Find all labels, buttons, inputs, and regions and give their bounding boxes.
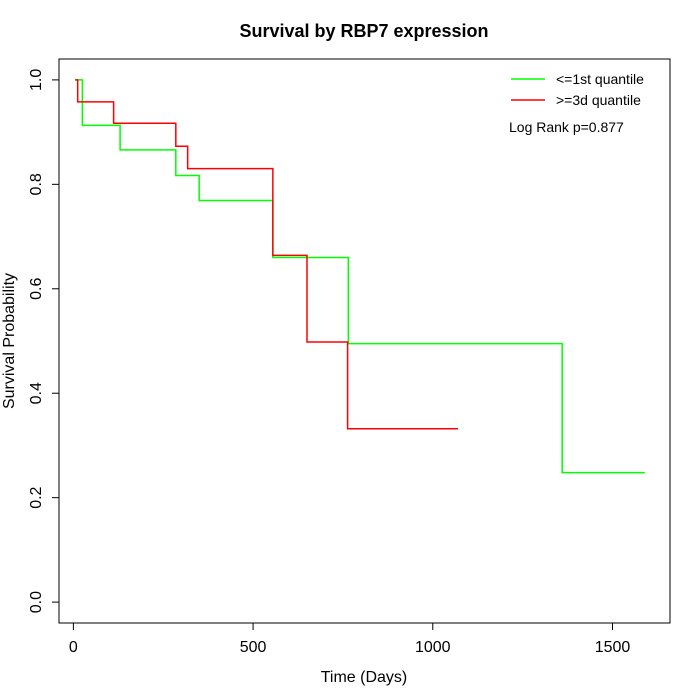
x-axis: 0 500 1000 1500	[69, 622, 631, 656]
y-axis: 0.0 0.2 0.4 0.6 0.8 1.0	[28, 69, 60, 613]
plot-frame	[58, 58, 671, 624]
x-tick-label: 1000	[415, 639, 451, 656]
legend: <=1st quantile >=3d quantile	[511, 71, 644, 108]
series-line-1	[75, 79, 645, 474]
x-tick-label: 500	[240, 639, 267, 656]
y-tick-label: 0.6	[28, 278, 45, 300]
legend-label: >=3d quantile	[556, 92, 641, 108]
y-tick-label: 0.0	[28, 591, 45, 613]
x-axis-label: Time (Days)	[321, 669, 408, 686]
series-layer	[75, 79, 645, 474]
legend-label: <=1st quantile	[556, 71, 644, 87]
y-tick-label: 0.8	[28, 173, 45, 195]
series-line-2	[75, 79, 458, 430]
x-tick-label: 1500	[595, 639, 631, 656]
y-tick-label: 0.2	[28, 486, 45, 508]
y-tick-label: 1.0	[28, 69, 45, 91]
x-tick-label: 0	[69, 639, 78, 656]
logrank-annotation: Log Rank p=0.877	[509, 119, 624, 135]
y-tick-label: 0.4	[28, 382, 45, 404]
chart-title: Survival by RBP7 expression	[239, 21, 488, 41]
y-axis-label: Survival Probability	[1, 273, 18, 409]
